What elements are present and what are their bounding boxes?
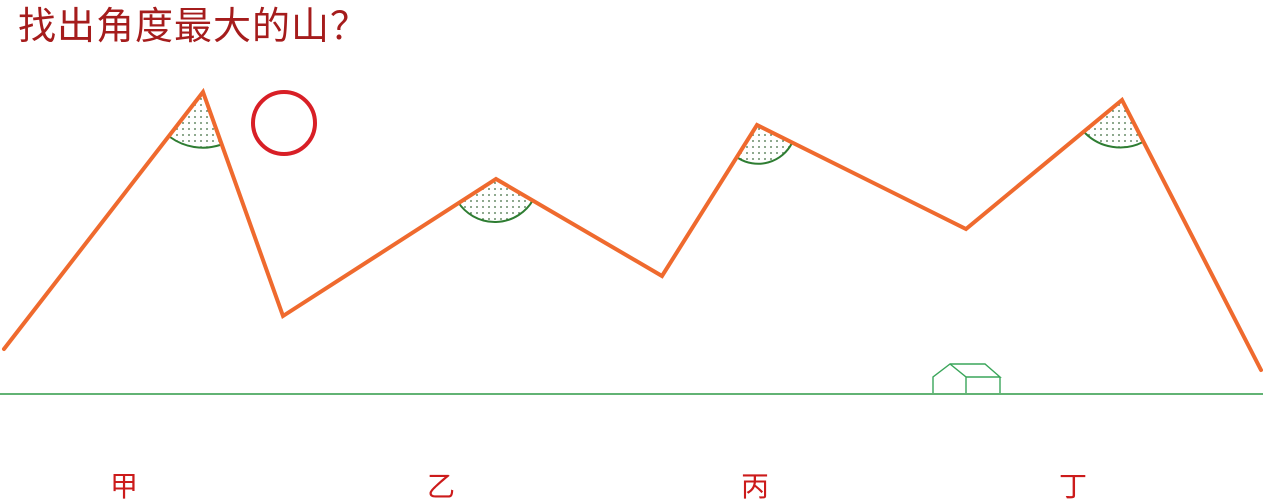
angle-marker-ding	[1084, 100, 1144, 149]
mountain-label-bing: 丙	[740, 470, 769, 503]
mountain-ridge-line	[2, 87, 1263, 372]
mountain-label-jia: 甲	[109, 470, 138, 503]
mountain-label-ding: 丁	[1058, 470, 1087, 503]
mountain-label-yi: 乙	[426, 470, 455, 503]
page-title: 找出角度最大的山？	[18, 4, 370, 48]
house-icon	[932, 363, 1002, 393]
angle-marker-jia	[169, 92, 221, 149]
angle-marker-yi	[457, 179, 534, 223]
sun-icon	[251, 90, 317, 156]
